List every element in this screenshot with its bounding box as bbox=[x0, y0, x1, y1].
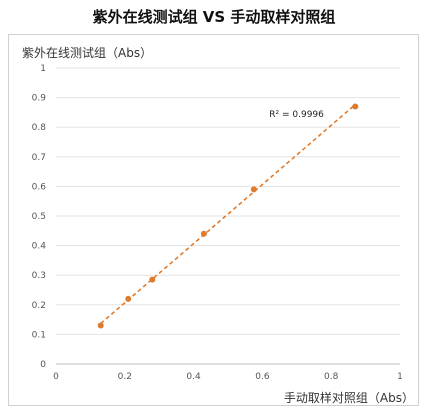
chart-title: 紫外在线测试组 VS 手动取样对照组 bbox=[92, 8, 336, 26]
data-point bbox=[97, 322, 104, 329]
y-tick-label: 1 bbox=[40, 64, 46, 74]
y-tick-label: 0.7 bbox=[32, 153, 46, 163]
x-tick-label: 0 bbox=[53, 372, 59, 382]
x-axis-label: 手动取样对照组（Abs） bbox=[283, 391, 414, 405]
r-squared-annotation: R² = 0.9996 bbox=[269, 110, 324, 120]
y-tick-label: 0.9 bbox=[32, 94, 47, 104]
y-tick-label: 0.5 bbox=[32, 212, 46, 222]
data-point bbox=[149, 276, 156, 283]
x-tick-label: 0.4 bbox=[186, 372, 201, 382]
y-tick-label: 0.4 bbox=[32, 242, 47, 252]
y-tick-label: 0.3 bbox=[32, 271, 46, 281]
data-point bbox=[200, 230, 207, 237]
x-tick-label: 0.6 bbox=[255, 372, 270, 382]
y-tick-label: 0.6 bbox=[32, 182, 47, 192]
x-tick-label: 1 bbox=[397, 372, 403, 382]
y-tick-label: 0 bbox=[40, 360, 46, 370]
x-tick-label: 0.8 bbox=[324, 372, 339, 382]
x-tick-label: 0.2 bbox=[118, 372, 132, 382]
y-tick-label: 0.1 bbox=[32, 330, 46, 340]
data-point bbox=[352, 103, 359, 110]
y-tick-label: 0.2 bbox=[32, 301, 46, 311]
chart-area bbox=[8, 34, 419, 406]
data-point bbox=[250, 186, 257, 193]
y-axis-label: 紫外在线测试组（Abs） bbox=[22, 46, 153, 60]
trendline bbox=[100, 103, 356, 325]
data-point bbox=[125, 295, 132, 302]
y-tick-label: 0.8 bbox=[32, 123, 47, 133]
